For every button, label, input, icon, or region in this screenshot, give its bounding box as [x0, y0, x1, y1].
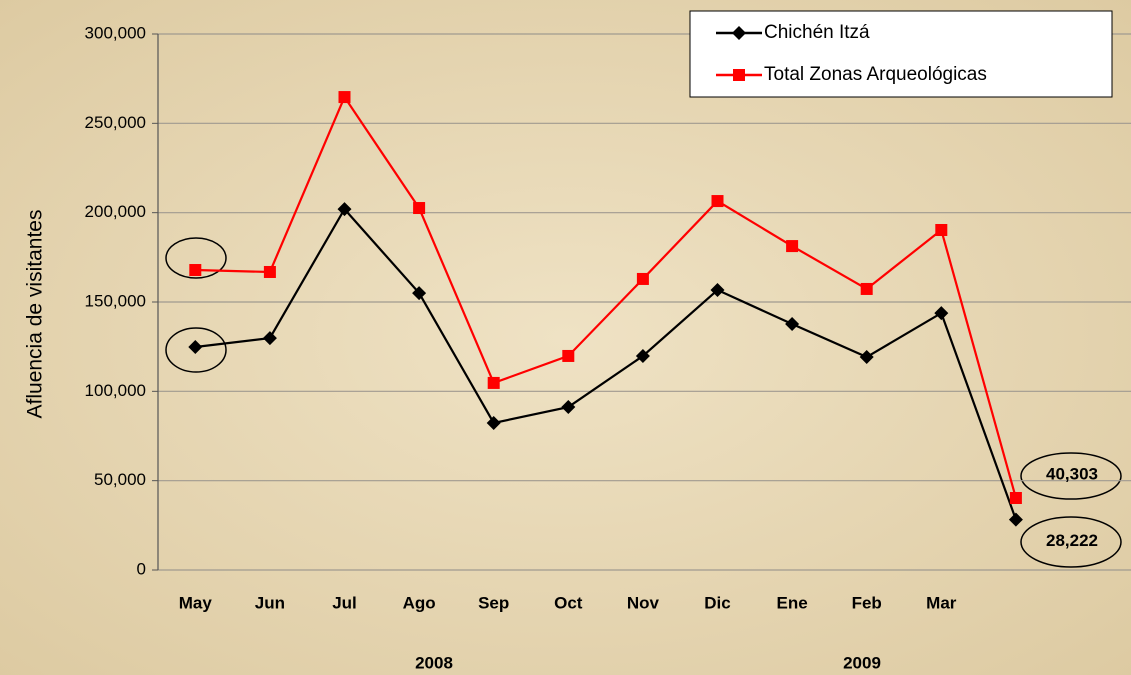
- legend-marker: [733, 69, 745, 81]
- point: [562, 349, 575, 362]
- y-axis-label: Afluencia de visitantes: [24, 210, 47, 419]
- x-tick-label: Sep: [478, 593, 509, 612]
- x-tick-label: Jun: [255, 593, 285, 612]
- x-tick-label: Mar: [926, 593, 957, 612]
- point: [786, 240, 799, 253]
- x-tick-label: Oct: [554, 593, 583, 612]
- data-label: 28,222: [1046, 531, 1098, 550]
- series-line: [195, 94, 1017, 499]
- point: [785, 316, 800, 331]
- point: [710, 283, 725, 298]
- point: [1009, 491, 1022, 504]
- year-label: 2008: [415, 653, 453, 672]
- x-tick-label: May: [179, 593, 213, 612]
- legend-marker: [732, 26, 746, 40]
- highlight-ellipse: [165, 327, 227, 373]
- x-tick-label: Dic: [704, 593, 730, 612]
- x-tick-label: Ene: [777, 593, 808, 612]
- point: [188, 340, 203, 355]
- point: [338, 91, 351, 104]
- y-tick-label: 50,000: [94, 470, 146, 489]
- point: [1008, 512, 1023, 527]
- y-tick-label: 0: [137, 559, 146, 578]
- point: [635, 348, 650, 363]
- point: [189, 264, 202, 277]
- x-tick-label: Nov: [627, 593, 660, 612]
- point: [263, 265, 276, 278]
- y-tick-label: 200,000: [85, 202, 146, 221]
- point: [935, 223, 948, 236]
- point: [636, 272, 649, 285]
- highlight-ellipse: [1020, 516, 1122, 568]
- data-label: 40,303: [1046, 464, 1098, 483]
- year-label: 2009: [843, 653, 881, 672]
- point: [859, 350, 874, 365]
- point: [413, 202, 426, 215]
- highlight-ellipse: [165, 237, 227, 279]
- point: [412, 286, 427, 301]
- point: [934, 306, 949, 321]
- x-tick-label: Jul: [332, 593, 357, 612]
- highlight-ellipse: [1020, 452, 1122, 500]
- point: [337, 202, 352, 217]
- point: [711, 195, 724, 208]
- point: [561, 400, 576, 415]
- x-tick-label: Feb: [852, 593, 882, 612]
- point: [486, 415, 501, 430]
- y-tick-label: 250,000: [85, 113, 146, 132]
- x-tick-label: Ago: [403, 593, 436, 612]
- legend-label: Chichén Itzá: [764, 22, 870, 43]
- series-line: [195, 207, 1017, 520]
- y-tick-label: 100,000: [85, 381, 146, 400]
- legend-box: [689, 10, 1113, 98]
- legend-label: Total Zonas Arqueológicas: [764, 64, 987, 85]
- y-tick-label: 150,000: [85, 291, 146, 310]
- y-tick-label: 300,000: [85, 23, 146, 42]
- point: [262, 331, 277, 346]
- point: [860, 282, 873, 295]
- point: [487, 376, 500, 389]
